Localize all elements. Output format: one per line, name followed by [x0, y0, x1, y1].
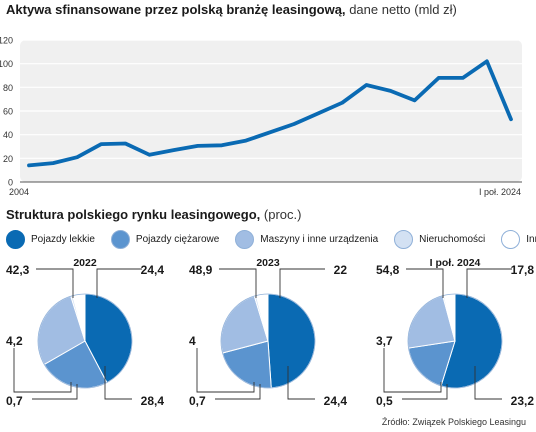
pie-title: 2022	[73, 257, 97, 269]
legend-item: Pojazdy lekkie	[6, 229, 95, 249]
line-point	[437, 76, 441, 80]
y-tick-label: 0	[8, 178, 13, 188]
x-tick-label-start: 2004	[9, 187, 29, 197]
pie-value-label: 17,8	[511, 263, 535, 277]
legend-item: Pojazdy ciężarowe	[110, 229, 220, 249]
line-point	[509, 117, 513, 121]
y-tick-label: 120	[0, 36, 13, 46]
pie-value-label: 22	[334, 263, 348, 277]
line-point	[316, 111, 320, 115]
pie-leader-line	[287, 366, 315, 400]
pie-chart-title-main: Struktura polskiego rynku leasingowego,	[6, 207, 261, 222]
pie-value-label: 4	[189, 334, 196, 348]
pie-value-label: 24,4	[141, 263, 165, 277]
pie-value-label: 48,9	[189, 263, 213, 277]
line-point	[485, 59, 489, 63]
legend-swatch	[394, 229, 414, 249]
line-point	[99, 142, 103, 146]
pie-leader-line	[219, 268, 257, 298]
legend-label: Inne	[526, 233, 536, 245]
pie-value-label: 54,8	[376, 263, 400, 277]
line-point	[244, 138, 248, 143]
pie-leader-line	[402, 384, 448, 400]
pie-legend: Pojazdy lekkie Pojazdy ciężarowe Maszyny i…	[6, 229, 536, 249]
line-point	[292, 122, 296, 126]
legend-item: Inne	[501, 229, 536, 249]
legend-label: Nieruchomości	[419, 233, 486, 245]
pie-leader-line	[36, 268, 74, 298]
pie-value-label: 0,7	[189, 394, 206, 408]
line-chart-title-sub: dane netto (mld zł)	[349, 2, 457, 17]
line-point	[268, 130, 272, 134]
line-chart-title: Aktywa sfinansowane przez polską branżę …	[6, 2, 457, 17]
legend-swatch	[501, 229, 521, 249]
line-point	[364, 83, 368, 87]
line-point	[123, 141, 127, 146]
pie-value-label: 24,4	[324, 394, 348, 408]
pie-leader-line	[215, 384, 261, 400]
pie-value-label: 42,3	[6, 263, 30, 277]
y-tick-label: 80	[3, 83, 13, 93]
source-note: Źródło: Związek Polskiego Leasingu	[381, 417, 526, 427]
pie-outline	[407, 293, 503, 389]
pie-value-label: 28,4	[141, 394, 165, 408]
pie-title: 2023	[256, 257, 280, 269]
pie-leader-line	[383, 348, 442, 393]
pie-title: I poł. 2024	[430, 257, 481, 269]
pie-value-label: 4,2	[6, 334, 23, 348]
pie-value-label: 0,7	[6, 394, 23, 408]
pie-leader-line	[13, 348, 72, 393]
pie-leader-line	[196, 348, 255, 393]
line-point	[461, 76, 465, 80]
y-tick-label: 100	[0, 59, 13, 69]
line-point	[388, 89, 393, 93]
legend-item: Maszyny i inne urządzenia	[235, 229, 379, 249]
line-point	[147, 153, 152, 157]
y-tick-label: 40	[3, 130, 13, 140]
line-point	[172, 148, 176, 152]
line-chart-title-main: Aktywa sfinansowane przez polską branżę …	[6, 2, 346, 17]
pie-leader-line	[279, 268, 325, 298]
pie-leader-line	[466, 268, 512, 298]
pie-leader-line	[32, 384, 78, 400]
legend-label: Pojazdy lekkie	[31, 233, 95, 245]
line-point	[27, 163, 31, 168]
pie-outline	[220, 293, 316, 389]
pie-value-label: 3,7	[376, 334, 393, 348]
legend-swatch	[6, 229, 25, 249]
legend-swatch	[235, 229, 255, 249]
x-tick-label-end: I poł. 2024	[479, 187, 521, 197]
pie-outline	[37, 293, 133, 389]
line-point	[196, 144, 200, 148]
y-tick-label: 60	[3, 107, 13, 117]
line-point	[413, 98, 417, 102]
line-point	[340, 101, 344, 105]
line-point	[75, 155, 79, 159]
legend-swatch	[110, 229, 130, 249]
pie-leader-line	[104, 366, 132, 400]
pie-leader-line	[474, 366, 502, 400]
pie-value-label: 0,5	[376, 394, 393, 408]
pie-slice	[267, 293, 316, 389]
y-tick-label: 20	[3, 154, 13, 164]
legend-label: Maszyny i inne urządzenia	[260, 233, 379, 245]
legend-label: Pojazdy ciężarowe	[135, 233, 220, 245]
pie-leader-line	[406, 268, 444, 298]
pie-chart-title-sub: (proc.)	[263, 207, 302, 222]
pie-value-label: 23,2	[511, 394, 535, 408]
pie-chart-title: Struktura polskiego rynku leasingowego, …	[6, 207, 301, 222]
line-point	[220, 143, 224, 147]
line-point	[51, 161, 55, 165]
legend-item: Nieruchomości	[394, 229, 486, 249]
pie-leader-line	[96, 268, 142, 298]
